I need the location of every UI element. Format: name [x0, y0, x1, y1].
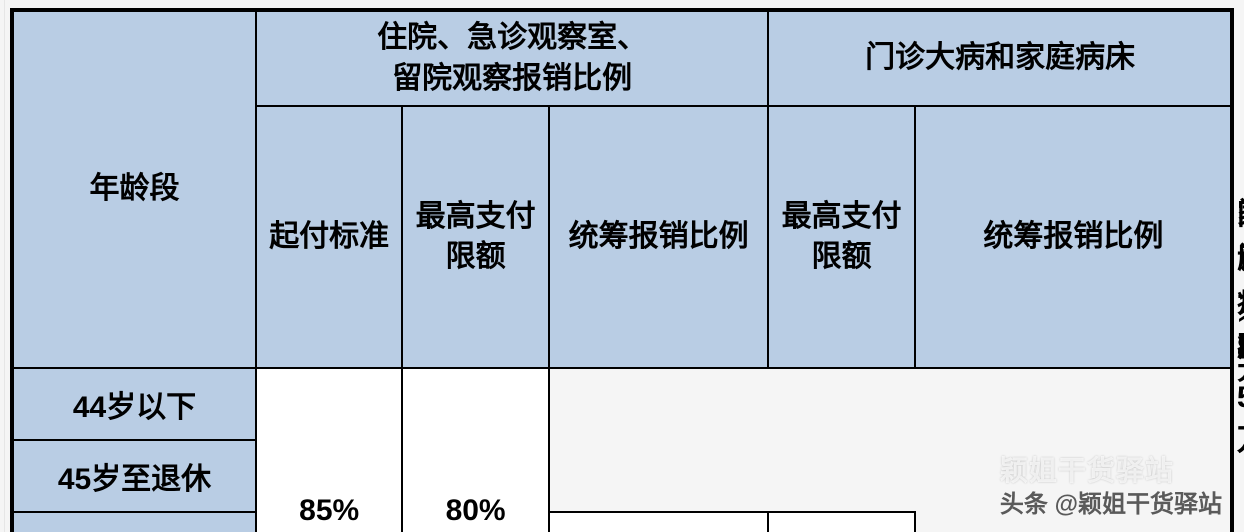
- col-header-ratio-a: 统筹报销比例: [549, 106, 769, 368]
- col-header-maxpay-a: 最高支付 限额: [402, 106, 548, 368]
- cell-ratio-a-92: 92%: [768, 512, 914, 532]
- row-age-1: 45岁至退休: [12, 440, 256, 512]
- maxpay-b-line2: 限额: [812, 240, 872, 273]
- group-a-line1: 住院、急诊观察室、: [377, 21, 647, 54]
- col-header-deductible: 起付标准: [256, 106, 402, 368]
- cell-deductible-1200: 1200元: [549, 512, 769, 532]
- reimbursement-table: 年龄段 住院、急诊观察室、 留院观察报销比例 门诊大病和家庭病床 起付标准 最高…: [10, 8, 1234, 532]
- maxpay-a-line2: 限额: [446, 240, 506, 273]
- group-header-inpatient: 住院、急诊观察室、 留院观察报销比例: [256, 10, 768, 106]
- col-header-age: 年龄段: [12, 10, 256, 368]
- sheet-container: 年龄段 住院、急诊观察室、 留院观察报销比例 门诊大病和家庭病床 起付标准 最高…: [0, 0, 1244, 532]
- cell-ratio-b-outpatient: 85%: [256, 368, 402, 532]
- col-header-maxpay-b: 最高支付 限额: [768, 106, 914, 368]
- cell-ratio-b-homebed: 80%: [402, 368, 548, 532]
- col-header-ratio-b: 统筹报销比例: [915, 106, 1232, 368]
- maxpay-a-line1: 最高支付: [416, 200, 536, 233]
- sheet-edge-line: [4, 0, 5, 532]
- group-header-outpatient: 门诊大病和家庭病床: [768, 10, 1232, 106]
- row-age-0: 44岁以下: [12, 368, 256, 440]
- maxpay-b-line1: 最高支付: [782, 200, 902, 233]
- group-a-line2: 留院观察报销比例: [392, 62, 632, 95]
- row-age-2: 退休职工: [12, 512, 256, 532]
